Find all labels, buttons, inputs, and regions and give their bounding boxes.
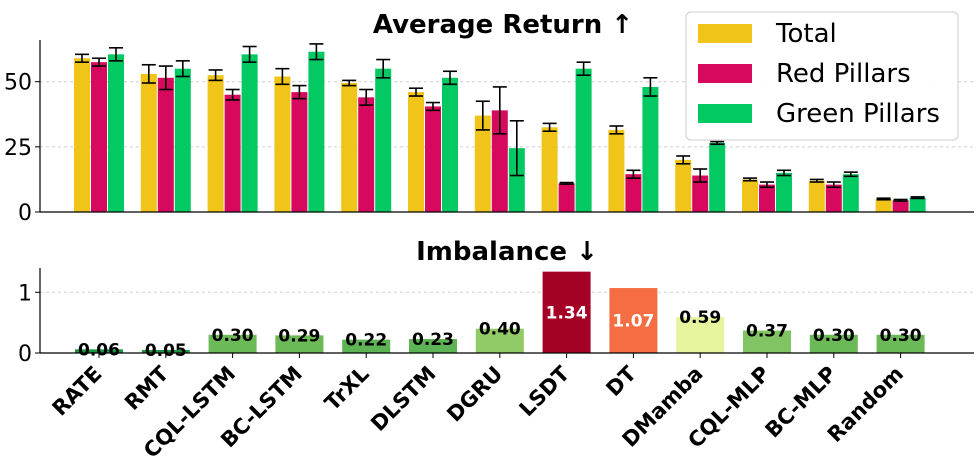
bar [75,349,123,353]
chart-title: Imbalance ↓ [416,237,598,267]
legend-swatch [698,24,752,43]
bar [892,200,909,212]
bar [274,76,291,212]
y-tick-label: 1 [18,281,32,306]
y-tick-labels: 01 [18,281,40,367]
bar [743,330,791,353]
value-label: 0.40 [479,320,521,340]
bar [842,174,859,212]
error-bars [75,43,925,202]
legend-label: Green Pillars [776,99,940,129]
x-tick-label: DT [602,361,642,401]
bar [358,97,375,212]
bar [224,94,241,212]
bar [625,174,642,212]
bar [241,54,258,213]
bar [608,129,625,212]
value-label: 0.06 [78,340,120,360]
bar [375,68,392,213]
bar [140,73,157,212]
bar [808,180,825,212]
bars [75,271,925,353]
bar [74,58,90,212]
bar [692,175,709,212]
bar [609,288,658,353]
bar [408,92,424,212]
value-label: 0.30 [212,326,254,346]
bar [475,328,524,353]
value-label: 0.05 [145,341,187,361]
value-label: 0.30 [813,326,855,346]
x-tick-label: DGRU [442,362,507,427]
bar [776,172,792,212]
bar [409,339,457,353]
bar [491,110,508,212]
value-label: 0.22 [345,331,387,351]
value-label: 0.37 [746,322,788,342]
bar [442,77,458,213]
x-tick-label: LSDT [515,361,575,421]
value-label: 0.59 [679,308,721,328]
value-label: 1.34 [546,303,588,323]
y-tick-label: 50 [4,71,32,96]
x-tick-label: DLSTM [366,362,440,436]
bar [157,77,174,213]
value-label: 0.23 [412,330,454,350]
imbalance-panel: Imbalance ↓ 01 0.06 0.050.30 0.29 0.22 0.230… [18,237,974,463]
x-tick-label: RMT [120,361,174,415]
bar [809,334,858,353]
bar [208,334,257,353]
bar [508,148,525,212]
bar [558,183,575,212]
legend: Total Red Pillars Green Pillars [685,11,959,141]
legend-swatch [698,64,752,83]
axes [39,268,974,354]
average-return-panel: Average Return ↑ 0 25 50 Total Red Pillars G… [4,10,974,226]
bar [759,184,775,212]
x-tick-label: RATE [48,362,107,421]
bar [642,86,659,212]
bar [676,317,725,353]
bar [425,106,441,212]
bar [825,184,842,212]
bar [174,68,191,213]
legend-label: Red Pillars [776,59,911,89]
x-tick-label: TrXL [320,362,374,416]
legend-box [685,11,959,141]
bar [474,115,491,212]
legend-label: Total [775,19,837,49]
y-tick-label: 0 [18,342,32,367]
legend-swatch [698,104,752,123]
y-tick-label: 0 [18,201,32,226]
bar [341,83,358,212]
value-label: 0.29 [278,326,320,346]
bar [207,75,224,212]
value-labels: 0.06 0.05 0.30 0.29 0.22 0.23 0.40 1.34 1.07 0.59… [78,303,922,361]
bar [342,339,391,353]
bar [141,349,190,353]
bar [291,92,308,212]
bar [575,68,592,213]
bars [74,51,926,213]
chart-title: Average Return ↑ [373,10,633,40]
bar [541,127,558,212]
axes [39,40,974,213]
bar [709,142,726,212]
bar [308,51,325,213]
bar [108,54,124,213]
y-tick-label: 25 [4,136,32,161]
value-label: 0.30 [880,326,922,346]
y-tick-labels: 0 25 50 [4,71,40,226]
bar [742,179,758,212]
bar [909,197,926,212]
bar [876,334,925,353]
bar [91,62,107,212]
bar [875,198,892,212]
bar [675,159,692,212]
value-label: 1.07 [612,312,654,332]
bar [542,271,591,353]
bar [275,335,324,353]
